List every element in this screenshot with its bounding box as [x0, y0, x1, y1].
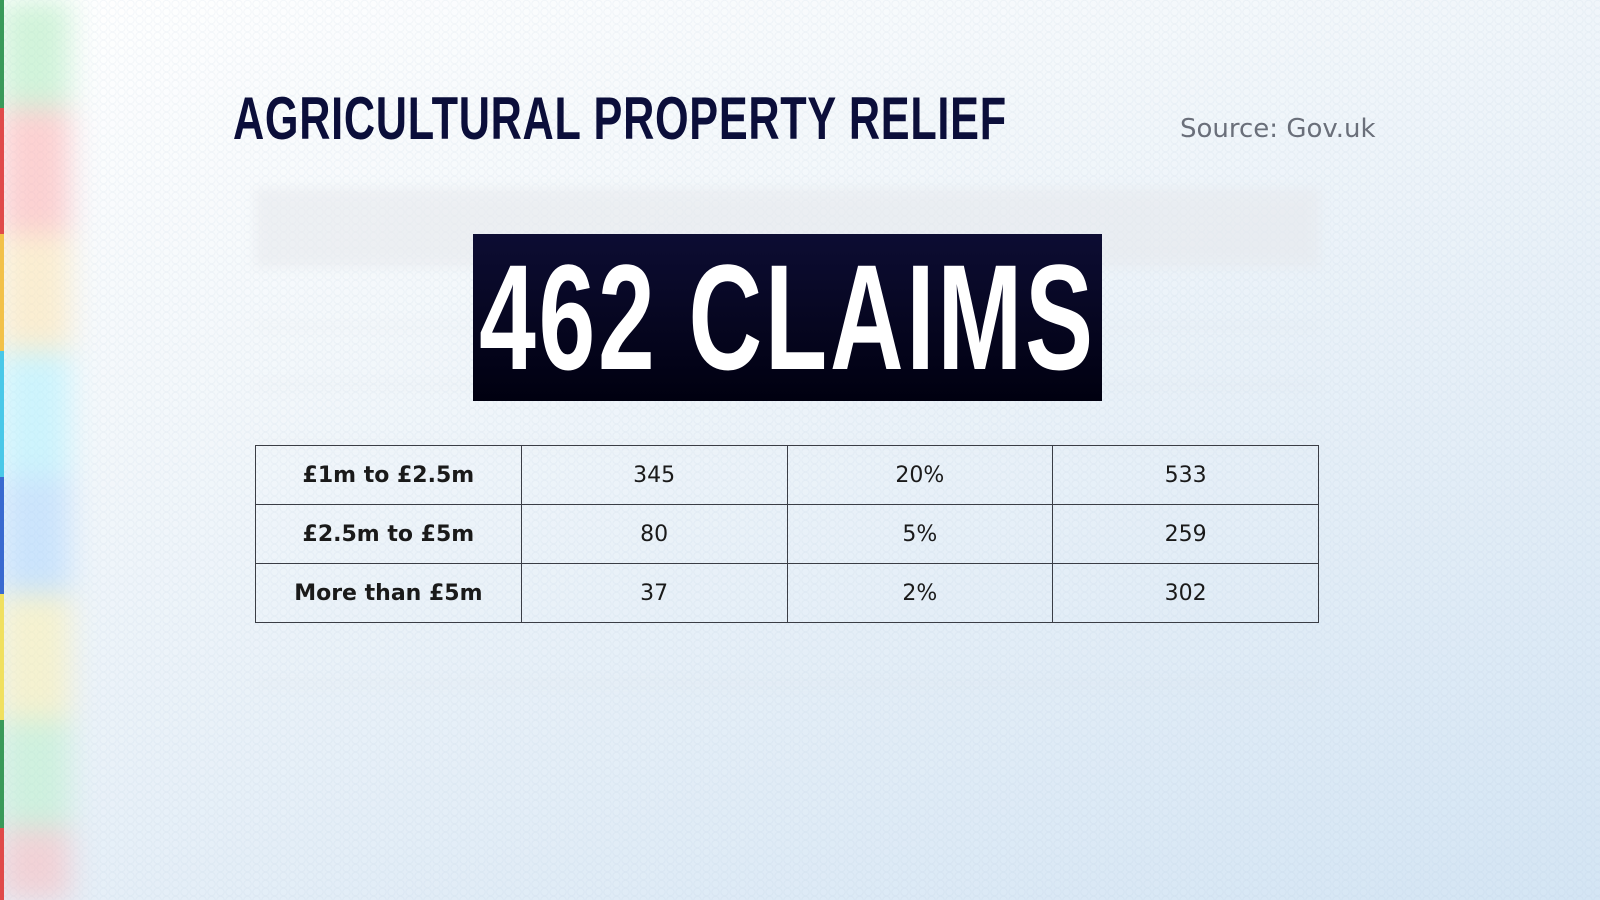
table-cell: 345: [520, 445, 788, 505]
color-edge-stripe: [0, 0, 4, 900]
color-edge-glow: [0, 0, 70, 900]
table-cell: 5%: [786, 504, 1054, 564]
table-cell: 302: [1052, 563, 1319, 623]
highlight-banner: 462 CLAIMS: [473, 233, 1102, 401]
table-row: More than £5m 37 2% 302: [255, 563, 1319, 623]
row-label: £1m to £2.5m: [255, 445, 522, 505]
table-cell: 259: [1052, 504, 1319, 564]
source-label: Source: Gov.uk: [1180, 114, 1376, 144]
table-cell: 20%: [786, 445, 1054, 505]
table-cell: 80: [520, 504, 788, 564]
table-row: £2.5m to £5m 80 5% 259: [255, 504, 1319, 564]
table-cell: 2%: [786, 563, 1054, 623]
highlight-text: 462 CLAIMS: [479, 233, 1096, 401]
table-cell: 37: [520, 563, 788, 623]
row-label: £2.5m to £5m: [255, 504, 522, 564]
page-title: AGRICULTURAL PROPERTY RELIEF: [233, 85, 1007, 152]
table-row: £1m to £2.5m 345 20% 533: [255, 445, 1319, 505]
data-table: £1m to £2.5m 345 20% 533 £2.5m to £5m 80 5% 259…: [255, 445, 1319, 623]
row-label: More than £5m: [255, 563, 522, 623]
table-cell: 533: [1052, 445, 1319, 505]
